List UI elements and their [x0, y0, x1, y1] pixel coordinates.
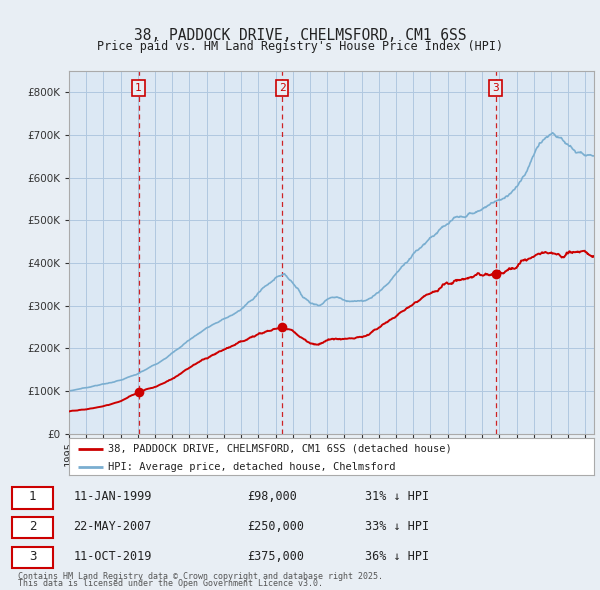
FancyBboxPatch shape	[12, 517, 53, 539]
Text: 38, PADDOCK DRIVE, CHELMSFORD, CM1 6SS: 38, PADDOCK DRIVE, CHELMSFORD, CM1 6SS	[134, 28, 466, 43]
Text: 2: 2	[29, 520, 36, 533]
Text: 33% ↓ HPI: 33% ↓ HPI	[365, 520, 429, 533]
Text: 1: 1	[135, 83, 142, 93]
Text: 11-JAN-1999: 11-JAN-1999	[74, 490, 152, 503]
Text: Contains HM Land Registry data © Crown copyright and database right 2025.: Contains HM Land Registry data © Crown c…	[18, 572, 383, 581]
Text: 22-MAY-2007: 22-MAY-2007	[74, 520, 152, 533]
Text: £375,000: £375,000	[247, 550, 304, 563]
Text: 2: 2	[279, 83, 286, 93]
FancyBboxPatch shape	[12, 547, 53, 568]
Text: 3: 3	[492, 83, 499, 93]
Text: 11-OCT-2019: 11-OCT-2019	[74, 550, 152, 563]
Text: This data is licensed under the Open Government Licence v3.0.: This data is licensed under the Open Gov…	[18, 579, 323, 588]
Text: 3: 3	[29, 550, 36, 563]
Text: £250,000: £250,000	[247, 520, 304, 533]
Text: 38, PADDOCK DRIVE, CHELMSFORD, CM1 6SS (detached house): 38, PADDOCK DRIVE, CHELMSFORD, CM1 6SS (…	[109, 444, 452, 454]
Text: HPI: Average price, detached house, Chelmsford: HPI: Average price, detached house, Chel…	[109, 462, 396, 472]
Text: 36% ↓ HPI: 36% ↓ HPI	[365, 550, 429, 563]
Text: Price paid vs. HM Land Registry's House Price Index (HPI): Price paid vs. HM Land Registry's House …	[97, 40, 503, 53]
Text: 31% ↓ HPI: 31% ↓ HPI	[365, 490, 429, 503]
Text: £98,000: £98,000	[247, 490, 297, 503]
FancyBboxPatch shape	[12, 487, 53, 509]
Text: 1: 1	[29, 490, 36, 503]
